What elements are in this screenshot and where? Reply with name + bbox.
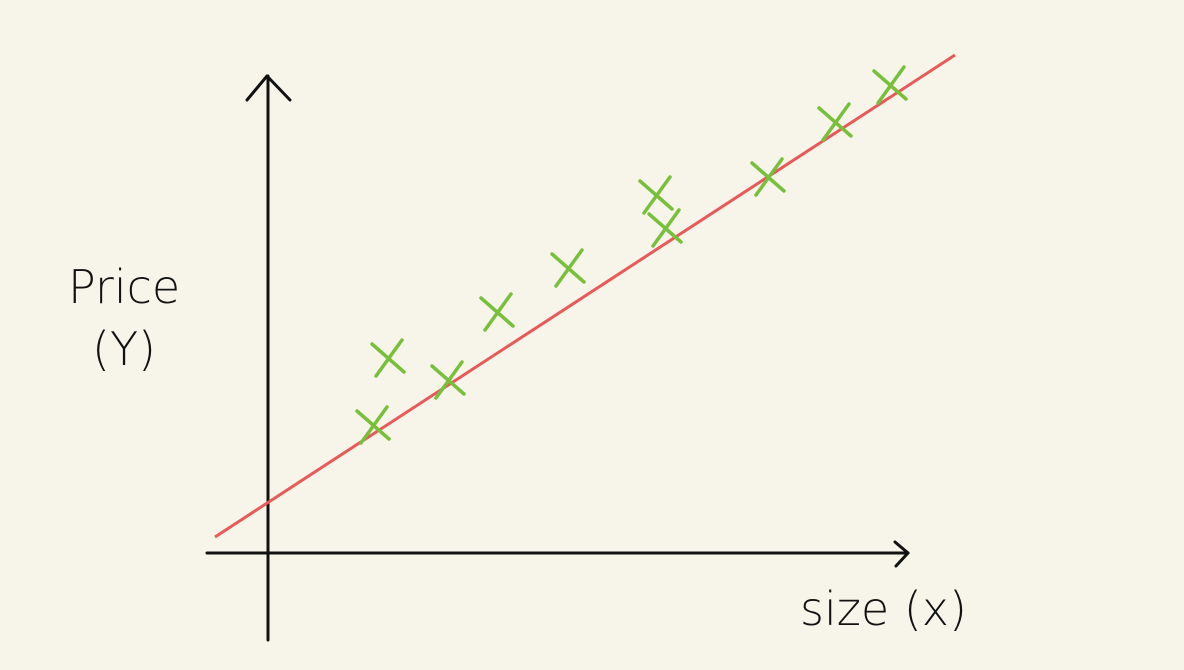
cross: [370, 338, 406, 378]
cross: [430, 360, 466, 400]
y-label-line2: (Y): [92, 322, 156, 376]
data-points: [355, 65, 908, 445]
y-label-line1: Price: [68, 260, 180, 314]
cross: [872, 65, 908, 105]
cross: [638, 175, 674, 215]
cross: [550, 248, 586, 288]
x-label: size (x): [800, 582, 967, 636]
fit-line: [214, 53, 956, 539]
cross: [479, 292, 515, 332]
cross: [750, 157, 786, 197]
cross: [817, 102, 853, 142]
cross: [355, 405, 391, 445]
y-axis-arrow: [245, 74, 292, 102]
x-axis-arrow: [893, 540, 910, 568]
cross: [647, 208, 683, 248]
